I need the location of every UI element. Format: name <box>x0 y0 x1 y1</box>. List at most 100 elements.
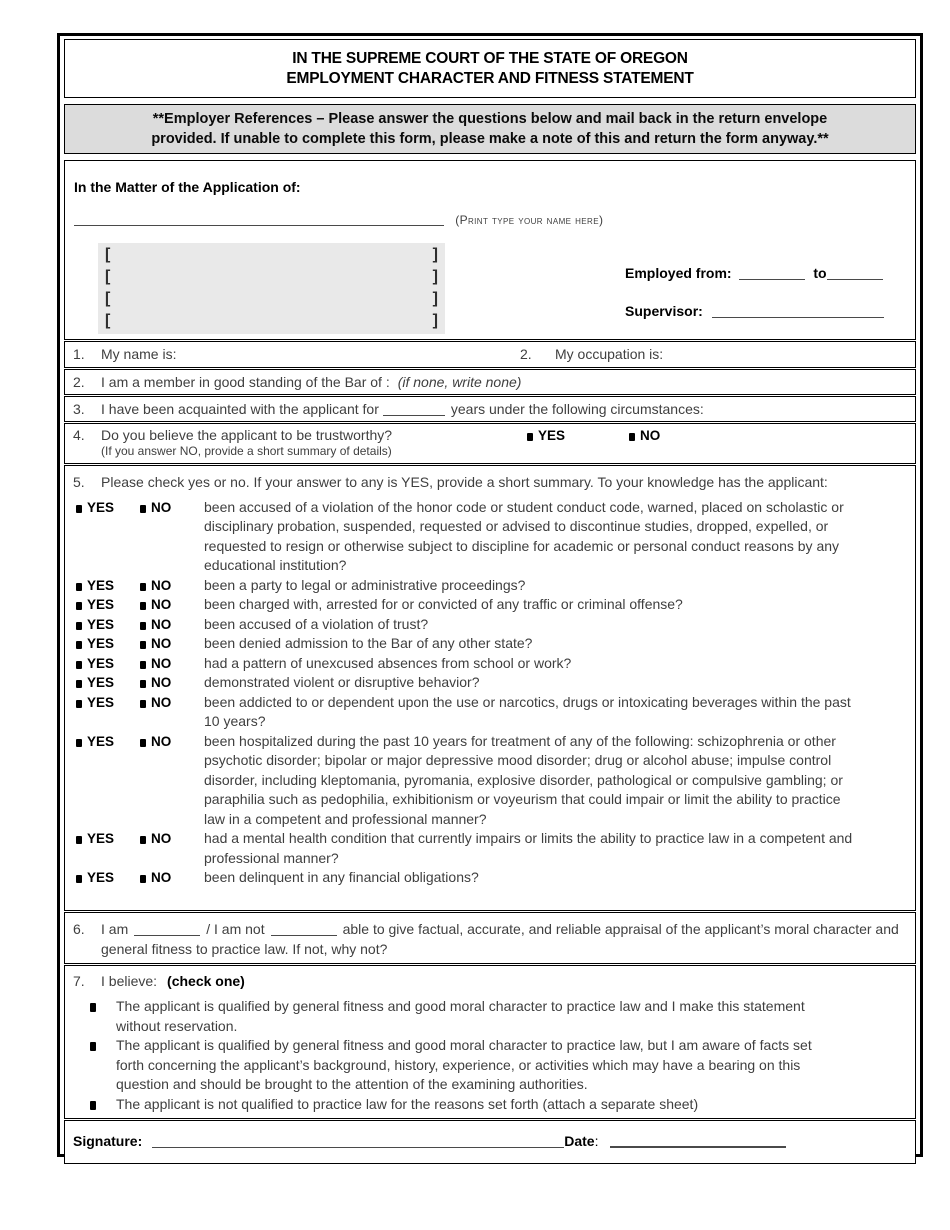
checkbox-icon[interactable] <box>76 621 82 630</box>
notice-line-1: **Employer References – Please answer th… <box>152 111 828 127</box>
q5-item-text: been charged with, arrested for or convi… <box>204 596 683 612</box>
q7-option-checkbox[interactable] <box>90 997 116 1017</box>
q1-occupation-label: My occupation is: <box>555 346 664 362</box>
checkbox-icon[interactable] <box>140 680 146 688</box>
q5-no-label: NO <box>151 616 172 632</box>
q4-yes-checkbox[interactable]: YES <box>527 428 565 443</box>
checkbox-icon[interactable] <box>76 738 82 747</box>
q7-option-checkbox[interactable] <box>90 1036 116 1056</box>
q5-number: 5. <box>73 474 85 490</box>
q5-yes-checkbox[interactable]: YES <box>76 634 140 654</box>
q5-yes-label: YES <box>87 636 115 651</box>
q4-number: 4. <box>73 427 85 443</box>
signature-field[interactable] <box>152 1135 565 1148</box>
employed-to-label: to <box>813 265 827 281</box>
checkbox-icon[interactable] <box>527 433 533 441</box>
q5-yes-checkbox[interactable]: YES <box>76 595 140 615</box>
q5-yes-label: YES <box>87 577 115 593</box>
q5-no-checkbox[interactable]: NO <box>140 634 204 654</box>
employed-to-field[interactable] <box>826 267 883 280</box>
name-hint-label: (Print type your name here) <box>455 213 604 227</box>
question-7-row: 7. I believe: (check one) The applicant … <box>64 965 916 1119</box>
q5-no-label: NO <box>151 499 172 515</box>
checkbox-icon[interactable] <box>90 1003 96 1012</box>
address-bracket-box[interactable]: [ ] [ ] [ ] [ ] <box>98 243 445 334</box>
q5-yes-checkbox[interactable]: YES <box>76 576 140 596</box>
q5-no-checkbox[interactable]: NO <box>140 693 204 713</box>
checkbox-icon[interactable] <box>90 1042 96 1051</box>
q4-no-checkbox[interactable]: NO <box>629 428 660 443</box>
q1-name: 1. My name is: <box>73 346 907 362</box>
q5-yes-checkbox[interactable]: YES <box>76 654 140 674</box>
date-colon: : <box>594 1133 599 1149</box>
q5-yes-label: YES <box>87 499 115 515</box>
q5-no-checkbox[interactable]: NO <box>140 576 204 596</box>
date-field[interactable] <box>610 1135 787 1148</box>
q6-am-field[interactable] <box>134 923 201 936</box>
q7-label: I believe: <box>101 973 158 989</box>
checkbox-icon[interactable] <box>140 602 146 610</box>
q6-number: 6. <box>73 921 85 937</box>
q5-no-checkbox[interactable]: NO <box>140 615 204 635</box>
checkbox-icon[interactable] <box>76 641 82 649</box>
q5-yes-checkbox[interactable]: YES <box>76 498 140 518</box>
q5-yes-checkbox[interactable]: YES <box>76 693 140 713</box>
checkbox-icon[interactable] <box>140 836 146 844</box>
q5-item-row: YES NO been a party to legal or administ… <box>76 576 907 596</box>
applicant-name-field[interactable] <box>74 213 444 226</box>
q5-no-label: NO <box>151 733 172 749</box>
q6-text-part2: / I am not <box>206 921 265 937</box>
supervisor-line: Supervisor: <box>625 303 884 319</box>
q7-option-row: The applicant is qualified by general fi… <box>90 1036 907 1095</box>
q5-yes-label: YES <box>87 870 115 885</box>
q5-yes-label: YES <box>87 675 115 690</box>
q5-no-checkbox[interactable]: NO <box>140 732 204 752</box>
q5-no-label: NO <box>151 831 172 846</box>
q5-no-checkbox[interactable]: NO <box>140 868 204 888</box>
q5-no-checkbox[interactable]: NO <box>140 673 204 693</box>
checkbox-icon[interactable] <box>140 641 146 649</box>
question-1-row: 1. My name is: 2. My occupation is: <box>64 341 916 368</box>
q5-yes-checkbox[interactable]: YES <box>76 673 140 693</box>
q5-yes-checkbox[interactable]: YES <box>76 829 140 849</box>
checkbox-icon[interactable] <box>140 875 146 883</box>
employed-from-field[interactable] <box>739 267 806 280</box>
employer-notice-banner: **Employer References – Please answer th… <box>64 104 916 154</box>
question-6-row: 6. I am / I am not able to give factual, a… <box>64 912 916 964</box>
checkbox-icon[interactable] <box>140 699 146 708</box>
question-5-row: 5. Please check yes or no. If your answe… <box>64 465 916 911</box>
checkbox-icon[interactable] <box>90 1100 96 1110</box>
checkbox-icon[interactable] <box>76 582 82 591</box>
q6-am-not-field[interactable] <box>270 923 337 936</box>
q1-occupation-number: 2. <box>520 346 532 362</box>
supervisor-label: Supervisor: <box>625 303 703 319</box>
q5-item-row: YES NO been accused of a violation of tr… <box>76 615 907 635</box>
q2-hint: (if none, write none) <box>397 374 522 390</box>
q6-text-part3: able to give factual, accurate, and reli… <box>101 921 899 957</box>
q5-yes-checkbox[interactable]: YES <box>76 732 140 752</box>
checkbox-icon[interactable] <box>76 699 82 708</box>
q5-no-checkbox[interactable]: NO <box>140 595 204 615</box>
checkbox-icon[interactable] <box>76 836 82 844</box>
q7-option-checkbox[interactable] <box>90 1095 116 1115</box>
q5-yes-checkbox[interactable]: YES <box>76 615 140 635</box>
checkbox-icon[interactable] <box>76 875 82 883</box>
supervisor-field[interactable] <box>711 305 884 318</box>
checkbox-icon[interactable] <box>76 660 82 669</box>
checkbox-icon[interactable] <box>76 680 82 688</box>
date-label: Date <box>564 1133 595 1149</box>
checkbox-icon[interactable] <box>140 621 146 630</box>
checkbox-icon[interactable] <box>140 582 146 591</box>
q5-no-label: NO <box>151 636 172 651</box>
q5-no-checkbox[interactable]: NO <box>140 498 204 518</box>
q5-yes-checkbox[interactable]: YES <box>76 868 140 888</box>
checkbox-icon[interactable] <box>76 504 82 513</box>
q3-years-field[interactable] <box>382 403 445 416</box>
q5-no-checkbox[interactable]: NO <box>140 829 204 849</box>
checkbox-icon[interactable] <box>140 660 146 669</box>
checkbox-icon[interactable] <box>140 738 146 747</box>
checkbox-icon[interactable] <box>629 433 635 441</box>
checkbox-icon[interactable] <box>76 602 82 610</box>
q5-no-checkbox[interactable]: NO <box>140 654 204 674</box>
checkbox-icon[interactable] <box>140 504 146 513</box>
